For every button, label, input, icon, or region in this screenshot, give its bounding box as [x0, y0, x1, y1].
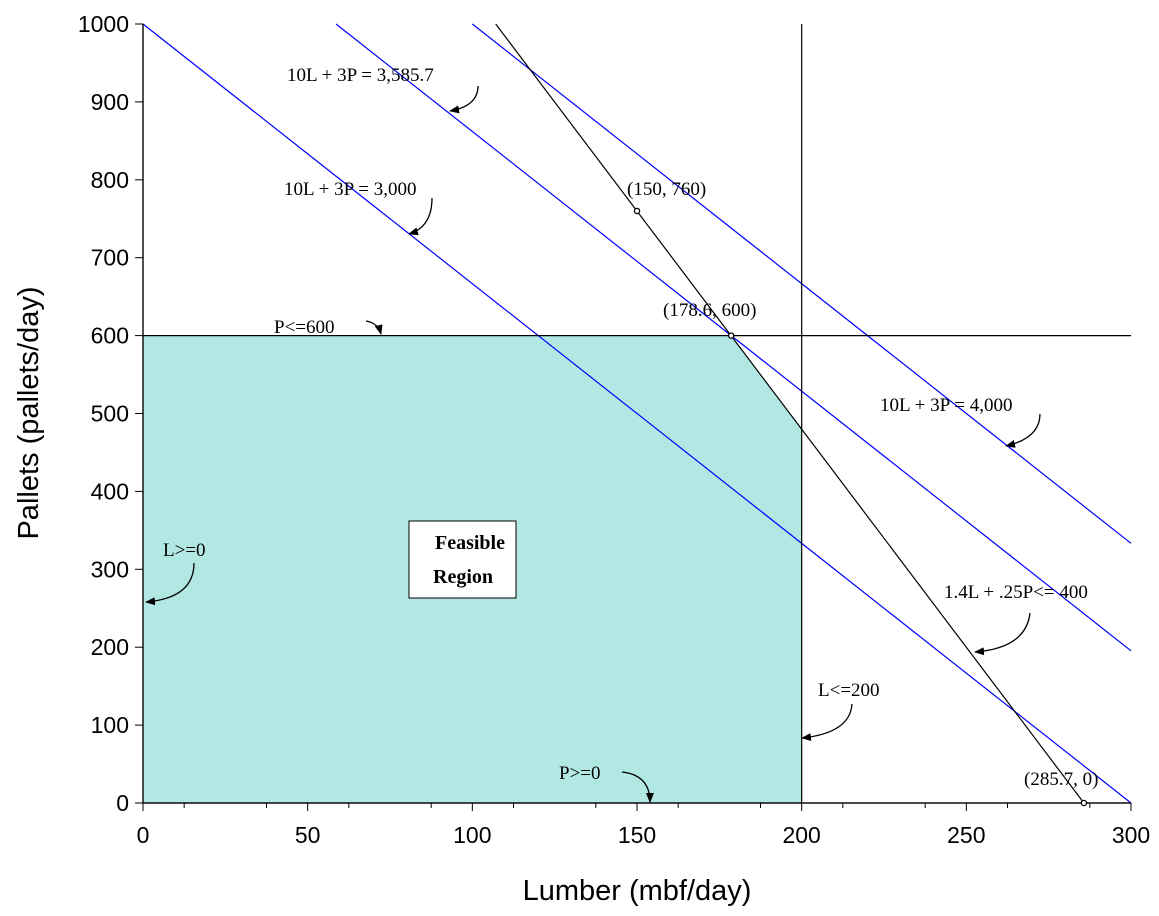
constraint-line-2 [495, 23, 1085, 804]
corner-point-0 [633, 207, 641, 215]
corner-point-1 [727, 332, 735, 339]
constraint-label-l200-arrow [801, 703, 853, 742]
y-tick-label: 900 [91, 89, 129, 115]
y-tick-label: 700 [91, 245, 129, 271]
y-tick-label: 100 [91, 712, 129, 738]
feasible-region-label-box [408, 520, 517, 599]
constraint-label-lumber-capacity: 1.4L + .25P<= 400 [944, 582, 1088, 603]
y-axis-title: Pallets (pallets/day) [13, 286, 45, 539]
y-tick-label: 300 [91, 556, 129, 582]
feasible-region-label-line1: Feasible [435, 532, 505, 554]
constraint-label-l200: L<=200 [818, 680, 880, 701]
y-tick-label: 400 [91, 478, 129, 504]
objective-label-3585: 10L + 3P = 3,585.7 [287, 65, 434, 86]
objective-label-4000: 10L + 3P = 4,000 [880, 395, 1012, 416]
x-tick-label: 100 [453, 822, 491, 848]
point-layer [633, 207, 1088, 807]
y-tick-label: 800 [91, 167, 129, 193]
objective-label-3000-arrow [408, 197, 433, 236]
constraint-label-p0-arrow [621, 771, 654, 803]
x-tick-label: 150 [618, 822, 656, 848]
constraint-label-p600: P<=600 [274, 317, 335, 338]
objective-label-3585-arrow [449, 85, 479, 114]
constraint-label-p0: P>=0 [559, 763, 601, 784]
y-tick-label: 600 [91, 323, 129, 349]
x-tick-label: 0 [137, 822, 150, 848]
objective-line-0 [142, 23, 1132, 804]
objective-label-3000: 10L + 3P = 3,000 [284, 179, 416, 200]
y-tick-label: 500 [91, 401, 129, 427]
feasible-region-label-line2: Region [433, 566, 493, 588]
axis-layer: 0 50 100 150 200 250 300 0 100 200 300 400 500 600 700… [78, 11, 1150, 848]
constraint-label-lumber-capacity-arrow [974, 612, 1031, 656]
constraint-label-l0-arrow [145, 562, 195, 606]
x-tick-label: 250 [947, 822, 985, 848]
x-axis-title: Lumber (mbf/day) [523, 875, 752, 907]
point-label-285-0: (285.7, 0) [1024, 769, 1098, 790]
x-tick-label: 200 [782, 822, 820, 848]
constraint-label-p600-arrow [365, 320, 383, 335]
y-tick-label: 0 [116, 790, 129, 816]
x-tick-label: 300 [1112, 822, 1150, 848]
y-tick-label: 200 [91, 634, 129, 660]
point-label-178-600: (178.6, 600) [663, 300, 756, 321]
x-tick-label: 50 [295, 822, 321, 848]
y-tick-label: 1000 [78, 11, 129, 37]
point-label-150-760: (150, 760) [627, 179, 706, 200]
objective-label-4000-arrow [1005, 413, 1041, 448]
corner-point-2 [1080, 799, 1088, 807]
constraint-label-l0: L>=0 [163, 540, 206, 561]
